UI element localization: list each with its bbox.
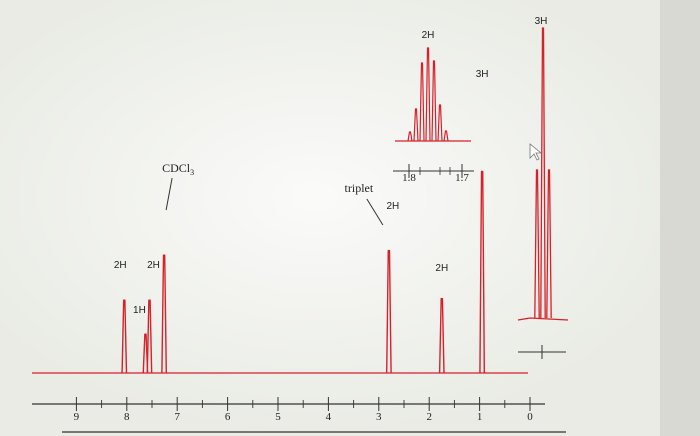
- peak: [142, 333, 149, 374]
- inset-peak: [534, 169, 540, 319]
- paper-edge: [660, 0, 700, 436]
- triplet-leader-line: [366, 198, 384, 226]
- inset-peak: [437, 104, 443, 142]
- integral-label: 3H: [476, 69, 489, 80]
- inset-multiplet: 2H 1.8 1.7: [393, 30, 474, 184]
- peak-annotations: 2H 2H 1H CDCl3 triplet 2H 2H 3H: [114, 69, 489, 316]
- integral-label: 2H: [147, 260, 160, 271]
- mouse-cursor-icon: [529, 143, 543, 161]
- axis-tick-label: 6: [225, 411, 231, 423]
- axis-tick-label: 8: [124, 411, 130, 423]
- integral-label: 2H: [386, 201, 399, 212]
- peak: [385, 249, 392, 374]
- integral-label: 1H: [133, 305, 146, 316]
- solvent-label: CDCl3: [162, 161, 194, 177]
- peak: [146, 299, 153, 374]
- axis-tick-label: 0: [527, 411, 533, 423]
- axis-tick-label: 4: [326, 411, 332, 423]
- inset-peak: [413, 108, 419, 142]
- inset-axis-tick-label: 1.7: [455, 172, 469, 184]
- peak: [121, 299, 128, 374]
- peak: [161, 254, 167, 374]
- peak: [479, 170, 486, 374]
- solvent-leader-line: [165, 177, 173, 211]
- inset-peak: [540, 27, 546, 319]
- axis-tick-label: 7: [174, 411, 180, 423]
- inset-peak: [407, 131, 413, 142]
- inset-baseline: [517, 317, 569, 321]
- ppm-axis: 9 8 7 6 5 4 3 2 1 0: [32, 397, 545, 423]
- integral-label: 2H: [114, 260, 127, 271]
- axis-tick-label: 1: [477, 411, 483, 423]
- inset-peak: [425, 47, 431, 142]
- axis-tick-label: 9: [74, 411, 80, 423]
- inset-peak: [419, 62, 425, 142]
- inset-triplet: 3H: [517, 16, 569, 359]
- integral-label: 2H: [435, 263, 448, 274]
- inset-peak: [431, 60, 437, 142]
- axis-tick-label: 5: [275, 411, 281, 423]
- peak: [438, 297, 445, 374]
- inset-axis-tick-label: 1.8: [402, 172, 416, 184]
- main-trace-layer: [32, 170, 528, 374]
- inset-peak: [546, 169, 552, 319]
- axis-tick-label: 2: [426, 411, 432, 423]
- multiplicity-label: triplet: [345, 181, 374, 195]
- inset-integral-label: 3H: [535, 16, 548, 27]
- axis-tick-label: 3: [376, 411, 382, 423]
- inset-integral-label: 2H: [422, 30, 435, 41]
- inset-peak: [443, 130, 449, 142]
